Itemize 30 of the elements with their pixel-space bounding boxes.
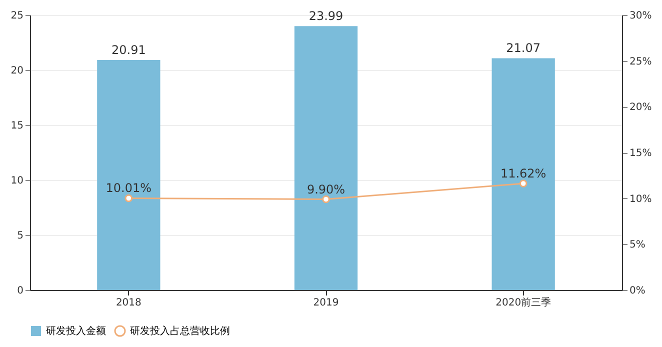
y-tick-label: 15 — [10, 120, 24, 132]
x-tick-label: 2020前三季 — [496, 296, 552, 308]
y2-tick-label: 15% — [630, 148, 652, 159]
y-tick-label: 0 — [17, 286, 24, 296]
y-tick-label: 20 — [10, 66, 24, 76]
x-tick-label: 2018 — [116, 298, 142, 308]
legend-label: 研发投入占总营收比例 — [130, 325, 230, 337]
data-label: 23.99 — [308, 9, 344, 24]
y-tick-label: 5 — [17, 230, 24, 242]
y2-tick-label: 0% — [630, 286, 646, 296]
data-label: 10.01% — [106, 181, 152, 196]
y-tick-label: 10 — [10, 176, 24, 186]
data-label: 20.91 — [111, 42, 146, 57]
point — [124, 194, 133, 202]
y2-tick-label: 30% — [630, 10, 652, 22]
y-tick-label: 25 — [10, 10, 24, 22]
bar — [97, 60, 160, 290]
data-label: 9.90% — [306, 182, 346, 196]
y2-tick-label: 25% — [630, 56, 652, 68]
point — [519, 180, 528, 188]
bar — [294, 26, 358, 290]
y2-tick-label: 10% — [630, 194, 652, 205]
data-label: 11.62% — [500, 166, 546, 180]
y2-tick-label: 20% — [630, 102, 652, 114]
x-tick-label: 2019 — [313, 298, 339, 308]
bar — [492, 58, 555, 290]
y2-tick-label: 5% — [630, 240, 646, 251]
data-label: 21.07 — [506, 41, 541, 56]
legend-label: 研发投入金额 — [46, 325, 106, 337]
point — [322, 195, 330, 204]
